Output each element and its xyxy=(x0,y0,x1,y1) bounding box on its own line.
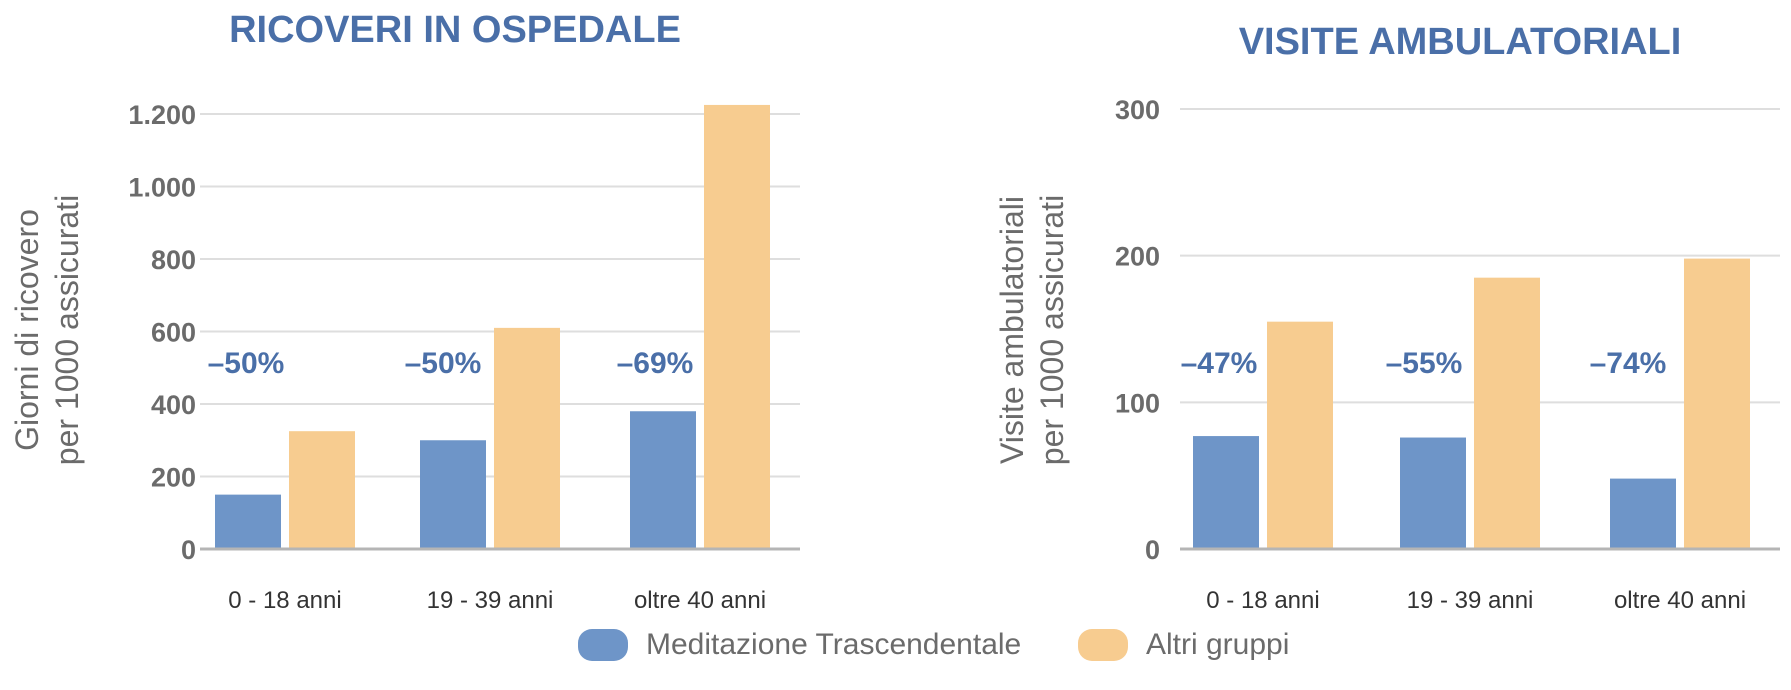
visite-percent-annotation: –74% xyxy=(1590,347,1667,380)
visite-bar-mt xyxy=(1610,478,1676,549)
ricoveri-y-axis-label: Giorni di ricovero xyxy=(9,209,45,451)
ricoveri-x-tick-label: 0 - 18 anni xyxy=(228,587,341,614)
visite-x-tick-label: 0 - 18 anni xyxy=(1206,587,1319,614)
ricoveri-x-tick-label: 19 - 39 anni xyxy=(427,587,554,614)
legend: Meditazione Trascendentale Altri gruppi xyxy=(0,628,1791,678)
legend-swatch-other xyxy=(1078,629,1128,661)
ricoveri-y-tick-label: 800 xyxy=(151,245,196,275)
ricoveri-chart-title: RICOVERI IN OSPEDALE xyxy=(229,9,681,51)
ricoveri-y-tick-label: 200 xyxy=(151,463,196,493)
ricoveri-bar-other xyxy=(704,104,770,549)
ricoveri-bar-mt xyxy=(420,440,486,549)
visite-bar-mt xyxy=(1400,437,1466,549)
legend-item-mt: Meditazione Trascendentale xyxy=(578,628,1021,662)
legend-swatch-mt xyxy=(578,629,628,661)
ricoveri-y-tick-label: 600 xyxy=(151,318,196,348)
ricoveri-bar-mt xyxy=(215,494,281,549)
visite-percent-annotation: –55% xyxy=(1386,347,1463,380)
visite-chart-title: VISITE AMBULATORIALI xyxy=(1239,21,1682,63)
ricoveri-y-tick-label: 400 xyxy=(151,390,196,420)
ricoveri-bar-other xyxy=(494,327,560,549)
visite-bar-mt xyxy=(1193,436,1259,549)
visite-bar-other xyxy=(1474,277,1540,549)
ricoveri-y-tick-label: 0 xyxy=(181,535,196,565)
visite-bar-other xyxy=(1684,258,1750,549)
ricoveri-percent-annotation: –50% xyxy=(208,347,285,380)
ricoveri-percent-annotation: –50% xyxy=(405,347,482,380)
visite-x-tick-label: 19 - 39 anni xyxy=(1407,587,1534,614)
visite-y-axis-label: Visite ambulatoriali xyxy=(994,196,1030,464)
visite-percent-annotation: –47% xyxy=(1181,347,1258,380)
visite-y-tick-label: 0 xyxy=(1145,535,1160,565)
ricoveri-y-tick-label: 1.200 xyxy=(128,100,196,130)
ricoveri-x-tick-label: oltre 40 anni xyxy=(634,587,766,614)
visite-y-tick-label: 300 xyxy=(1115,95,1160,125)
ricoveri-percent-annotation: –69% xyxy=(617,347,694,380)
legend-item-other: Altri gruppi xyxy=(1078,628,1289,662)
visite-y-tick-label: 200 xyxy=(1115,242,1160,272)
visite-x-tick-label: oltre 40 anni xyxy=(1614,587,1746,614)
ricoveri-y-tick-label: 1.000 xyxy=(128,173,196,203)
visite-bar-other xyxy=(1267,321,1333,549)
ricoveri-bar-mt xyxy=(630,411,696,549)
legend-label-mt: Meditazione Trascendentale xyxy=(646,628,1022,661)
legend-label-other: Altri gruppi xyxy=(1146,628,1290,661)
visite-y-tick-label: 100 xyxy=(1115,388,1160,418)
ricoveri-bar-other xyxy=(289,431,355,549)
visite-y-axis-label: per 1000 assicurati xyxy=(1034,195,1070,465)
ricoveri-y-axis-label: per 1000 assicurati xyxy=(49,195,85,465)
